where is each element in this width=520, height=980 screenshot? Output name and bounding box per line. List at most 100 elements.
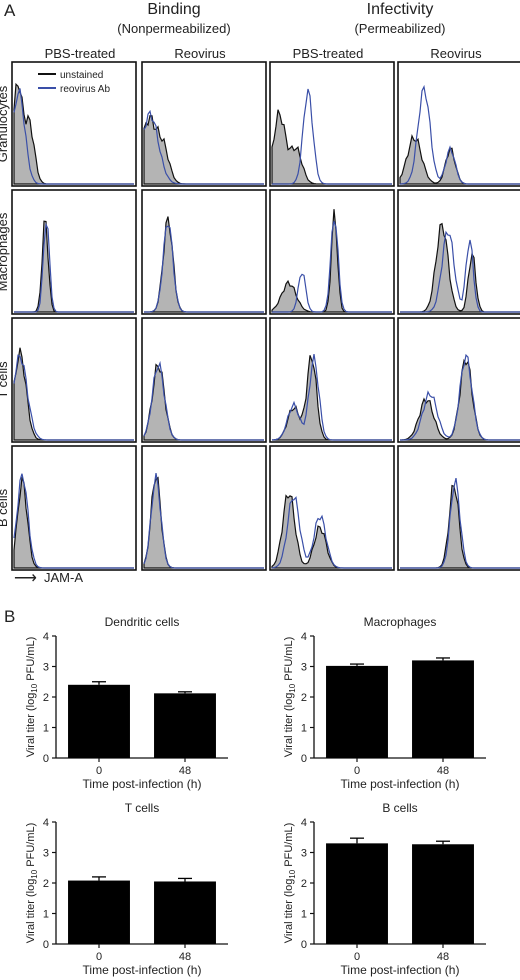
y-tick-label: 2 [301,692,307,704]
legend: unstained reovirus Ab [38,70,110,95]
y-tick-label: 1 [301,723,307,735]
histogram-reovirus-ab [143,473,264,569]
panel-a: A Binding (Nonpermeabilized) Infectivity… [0,1,520,587]
histogram-reovirus-ab [13,354,134,441]
histogram-reovirus-ab [400,353,520,441]
y-axis-label: Viral titer (log10 PFU/mL) [283,823,297,944]
histogram-frame [141,61,267,187]
chart-title: Dendritic cells [105,615,180,629]
y-tick-label: 2 [43,878,49,890]
histogram-panel [141,189,267,315]
x-tick-label: 0 [354,765,360,777]
row-label: T cells [0,361,10,399]
panel-b: B Dendritic cells 0 1 2 3 4 Viral titer (log10… [4,607,486,977]
histogram-reovirus-ab [400,230,520,313]
group-subtitle-infectivity: (Permeabilized) [354,21,445,36]
histogram-panel [11,317,137,443]
y-axis-label: Viral titer (log10 PFU/mL) [25,637,39,758]
bar-chart: B cells 0 1 2 3 4 Viral titer (log10 PFU/mL) 0 4… [283,801,486,977]
x-axis-label: Time post-infection (h) [341,777,460,791]
histogram-reovirus-ab [144,225,264,313]
histogram-reovirus-ab [399,84,520,185]
y-tick-label: 4 [43,817,49,829]
histogram-reovirus-ab [272,221,392,313]
y-tick-label: 3 [301,662,307,674]
x-axis-label: Time post-infection (h) [83,963,202,977]
column-label: PBS-treated [45,46,116,61]
histogram-panel [269,445,395,571]
y-axis-label: Viral titer (log10 PFU/mL) [25,823,39,944]
bar [412,844,474,944]
legend-label-reovirus-ab: reovirus Ab [60,84,110,95]
chart-title: B cells [382,801,417,815]
column-label: Reovirus [174,46,226,61]
panel-a-label: A [4,1,16,20]
group-title-binding: Binding [147,1,200,18]
y-tick-label: 3 [301,848,307,860]
bar-chart: Dendritic cells 0 1 2 3 4 Viral titer (log10 P… [25,615,228,791]
y-tick-label: 1 [301,909,307,921]
histogram-reovirus-ab [143,360,264,441]
x-axis-label: Time post-infection (h) [83,777,202,791]
bar [68,880,130,944]
bar [68,684,130,758]
row-label: Granulocytes [0,85,10,162]
histogram-reovirus-ab [13,473,134,569]
histogram-reovirus-ab [272,88,392,185]
histogram-panel [141,61,267,187]
histogram-frame [269,61,395,187]
histogram-frame [11,445,137,571]
x-tick-label: 48 [179,765,191,777]
histogram-reovirus-ab [14,222,134,313]
group-subtitle-binding: (Nonpermeabilized) [117,21,230,36]
histogram-panel [397,445,520,571]
y-axis-label: Viral titer (log10 PFU/mL) [283,637,297,758]
panel-b-label: B [4,607,15,626]
row-label: Macrophages [0,212,10,291]
x-tick-label: 0 [96,951,102,963]
histogram-panel [141,317,267,443]
y-tick-label: 0 [43,939,49,951]
y-tick-label: 0 [301,939,307,951]
y-tick-label: 4 [43,631,49,643]
histogram-panel [11,189,137,315]
bar-charts: Dendritic cells 0 1 2 3 4 Viral titer (log10 P… [25,615,486,977]
y-tick-label: 2 [301,878,307,890]
axis-arrow: ⟶ [14,570,37,587]
histogram-frame [11,189,137,315]
column-label: PBS-treated [293,46,364,61]
bar-chart: T cells 0 1 2 3 4 Viral titer (log10 PFU/mL) 0 4… [25,801,228,977]
x-tick-label: 48 [179,951,191,963]
histogram-panel [11,445,137,571]
bar [326,665,388,758]
histogram-reovirus-ab [271,496,392,569]
x-tick-label: 0 [354,951,360,963]
x-tick-label: 48 [437,951,449,963]
x-tick-label: 0 [96,765,102,777]
x-tick-label: 48 [437,765,449,777]
histogram-reovirus-ab [143,109,264,185]
y-tick-label: 2 [43,692,49,704]
histogram-panel [141,445,267,571]
y-tick-label: 1 [43,909,49,921]
group-title-infectivity: Infectivity [367,1,434,18]
histogram-panel [397,61,520,187]
y-tick-label: 4 [301,631,307,643]
chart-title: T cells [125,801,159,815]
y-tick-label: 1 [43,723,49,735]
histogram-reovirus-ab [271,354,392,441]
histogram-panel [397,189,520,315]
histogram-reovirus-ab [400,477,520,569]
bar-chart: Macrophages 0 1 2 3 4 Viral titer (log10 PFU/m… [283,615,486,791]
histogram-panel [11,61,137,187]
y-tick-label: 4 [301,817,307,829]
chart-title: Macrophages [364,615,437,629]
row-label: B cells [0,488,10,527]
legend-label-unstained: unstained [60,70,103,81]
bar [412,660,474,758]
y-tick-label: 3 [43,662,49,674]
bar [154,881,216,944]
histogram-panel [269,317,395,443]
column-label: Reovirus [430,46,482,61]
